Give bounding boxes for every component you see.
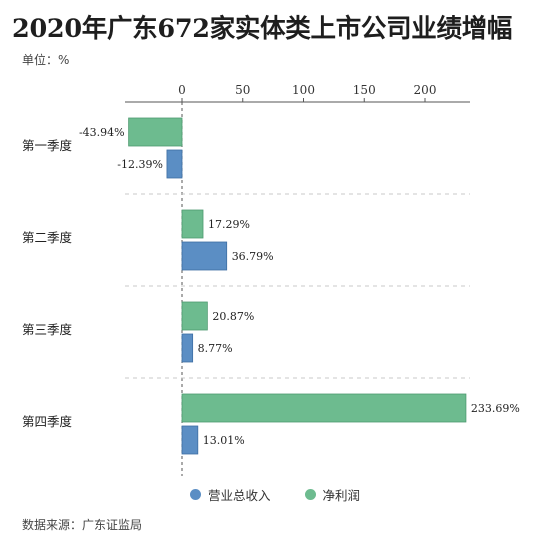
revenue-data-label: -12.39%: [117, 158, 163, 171]
profit-bar: [181, 301, 208, 331]
legend-swatch-profit: [304, 489, 316, 500]
legend-label-revenue: 营业总收入: [207, 488, 271, 503]
x-tick-label: 100: [292, 83, 315, 97]
category-label: 第四季度: [22, 414, 73, 429]
revenue-data-label: 13.01%: [203, 434, 245, 447]
source-note: 数据来源：广东证监局: [22, 518, 143, 532]
category-label: 第三季度: [22, 322, 73, 337]
revenue-data-label: 8.77%: [198, 342, 233, 355]
profit-bar: [181, 393, 467, 423]
profit-data-label: 233.69%: [471, 402, 520, 415]
category-label: 第一季度: [22, 138, 73, 153]
x-tick-label: 200: [414, 83, 437, 97]
x-tick-label: 0: [178, 83, 186, 97]
legend-swatch-revenue: [189, 489, 201, 500]
x-tick-label: 50: [235, 83, 250, 97]
profit-data-label: 17.29%: [208, 218, 250, 231]
bar-chart: 0 50 100 150 200 第一季度 -43.94% -12.39% 第二季度 17.29%…: [22, 83, 520, 476]
category-label: 第二季度: [22, 230, 73, 245]
revenue-bar: [181, 241, 228, 271]
revenue-bar: [181, 333, 194, 363]
profit-data-label: 20.87%: [212, 310, 254, 323]
legend-item-profit: 净利润: [304, 485, 361, 504]
legend-item-revenue: 营业总收入: [189, 485, 271, 504]
unit-label: 单位：%: [22, 53, 70, 67]
profit-bar: [128, 117, 183, 147]
legend-label-profit: 净利润: [322, 488, 361, 503]
profit-data-label: -43.94%: [79, 126, 125, 139]
revenue-bar: [166, 149, 183, 179]
revenue-data-label: 36.79%: [232, 250, 274, 263]
legend: 营业总收入 净利润: [0, 485, 550, 504]
profit-bar: [181, 209, 204, 239]
chart-title: 2020年广东672家实体类上市公司业绩增幅: [12, 14, 513, 44]
x-tick-label: 150: [353, 83, 376, 97]
revenue-bar: [181, 425, 199, 455]
